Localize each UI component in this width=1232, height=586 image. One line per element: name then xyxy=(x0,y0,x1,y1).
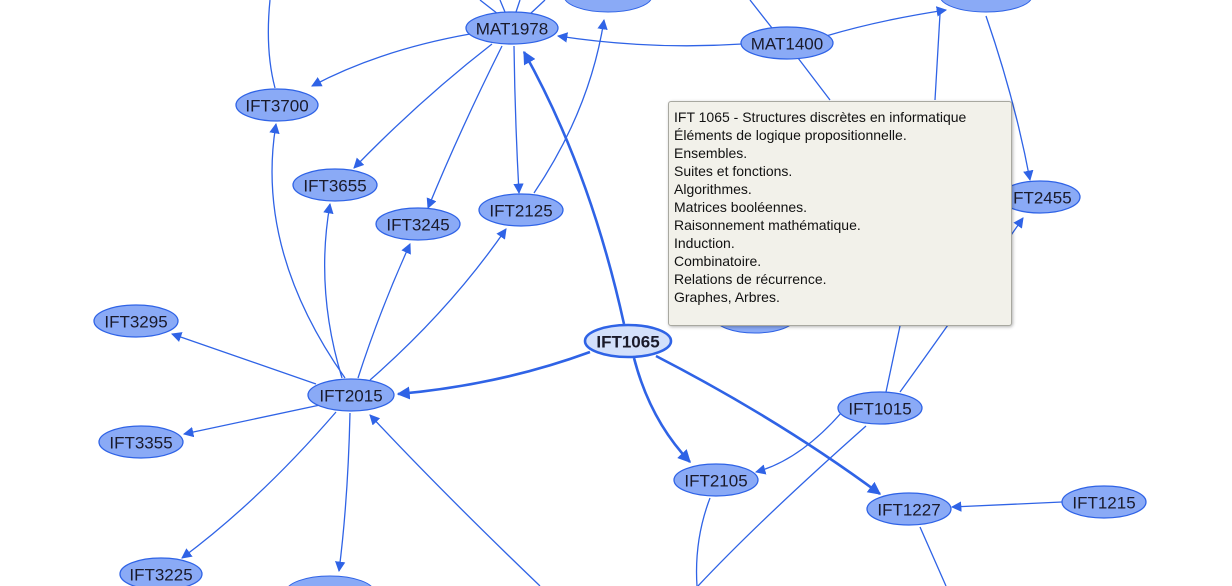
course-node[interactable]: IFT2125 xyxy=(478,193,564,227)
node-label: MAT1978 xyxy=(476,20,548,39)
node-shape xyxy=(583,323,673,359)
node-label: IFT3700 xyxy=(245,97,308,116)
node-shape xyxy=(307,378,395,412)
node-label: IFT3655 xyxy=(303,177,366,196)
tooltip-line: Suites et fonctions. xyxy=(674,163,793,179)
tooltip-line: Ensembles. xyxy=(674,145,748,161)
tooltip-line: Combinatoire. xyxy=(674,253,762,269)
course-node[interactable]: IFT1015 xyxy=(837,391,923,425)
node-label: IFT1227 xyxy=(877,501,940,520)
tooltip-line: Algorithmes. xyxy=(674,181,752,197)
tooltip-line: Graphes, Arbres. xyxy=(674,289,780,305)
node-shape xyxy=(673,463,759,497)
tooltip-lines: Éléments de logique propositionnelle. Ens… xyxy=(674,126,1011,306)
course-node[interactable]: IFT1227 xyxy=(866,492,952,526)
node-label: IFT1015 xyxy=(848,400,911,419)
course-node[interactable]: IFT3295 xyxy=(93,304,179,338)
tooltip-title: IFT 1065 - Structures discrètes en infor… xyxy=(674,109,967,125)
tooltip-line: Raisonnement mathématique. xyxy=(674,217,861,233)
node-shape xyxy=(375,207,461,241)
node-shape xyxy=(119,557,203,586)
node-shape xyxy=(98,425,184,459)
node-label: IFT3355 xyxy=(109,434,172,453)
tooltip-line: Induction. xyxy=(674,235,735,251)
course-node[interactable]: IFT3355 xyxy=(98,425,184,459)
course-node[interactable]: IFT2015 xyxy=(307,378,395,412)
course-node[interactable]: IFT1215 xyxy=(1061,485,1147,519)
node-shape xyxy=(1061,485,1147,519)
node-shape xyxy=(93,304,179,338)
node-label: IFT2125 xyxy=(489,202,552,221)
course-node[interactable]: MAT1978 xyxy=(465,11,559,45)
node-label: IFT1215 xyxy=(1072,494,1135,513)
course-node[interactable]: IFT3225 xyxy=(119,557,203,586)
node-label: IFT3245 xyxy=(386,216,449,235)
course-node[interactable]: IFT3700 xyxy=(235,88,319,122)
tooltip-line: Relations de récurrence. xyxy=(674,271,827,287)
edges xyxy=(171,0,1063,586)
node-shape xyxy=(465,11,559,45)
node-label: IFT3295 xyxy=(104,313,167,332)
node-label: IFT1065 xyxy=(596,333,659,352)
node-shape xyxy=(837,391,923,425)
node-label: IFT2455 xyxy=(1008,189,1071,208)
node-label: MAT1400 xyxy=(751,35,823,54)
tooltip: IFT 1065 - Structures discrètes en infor… xyxy=(668,101,1012,326)
node-shape xyxy=(740,26,834,60)
node-label: IFT2105 xyxy=(684,472,747,491)
course-node[interactable]: IFT1065 xyxy=(583,323,673,359)
course-node[interactable]: IFT2105 xyxy=(673,463,759,497)
node-shape xyxy=(235,88,319,122)
course-node[interactable]: IFT3655 xyxy=(292,168,378,202)
course-node[interactable]: IFT3245 xyxy=(375,207,461,241)
node-label: IFT2015 xyxy=(319,387,382,406)
node-label: IFT3225 xyxy=(129,566,192,585)
node-shape xyxy=(866,492,952,526)
node-shape xyxy=(292,168,378,202)
tooltip-line: Matrices booléennes. xyxy=(674,199,808,215)
course-node[interactable]: MAT1400 xyxy=(740,26,834,60)
nodes: MAT1978 MAT1400 IFT3700 IFT3655 IFT3245 IFT21… xyxy=(93,11,1147,586)
tooltip-line: Éléments de logique propositionnelle. xyxy=(674,127,907,143)
course-node[interactable]: IFT2455 xyxy=(999,180,1081,214)
node-shape xyxy=(478,193,564,227)
